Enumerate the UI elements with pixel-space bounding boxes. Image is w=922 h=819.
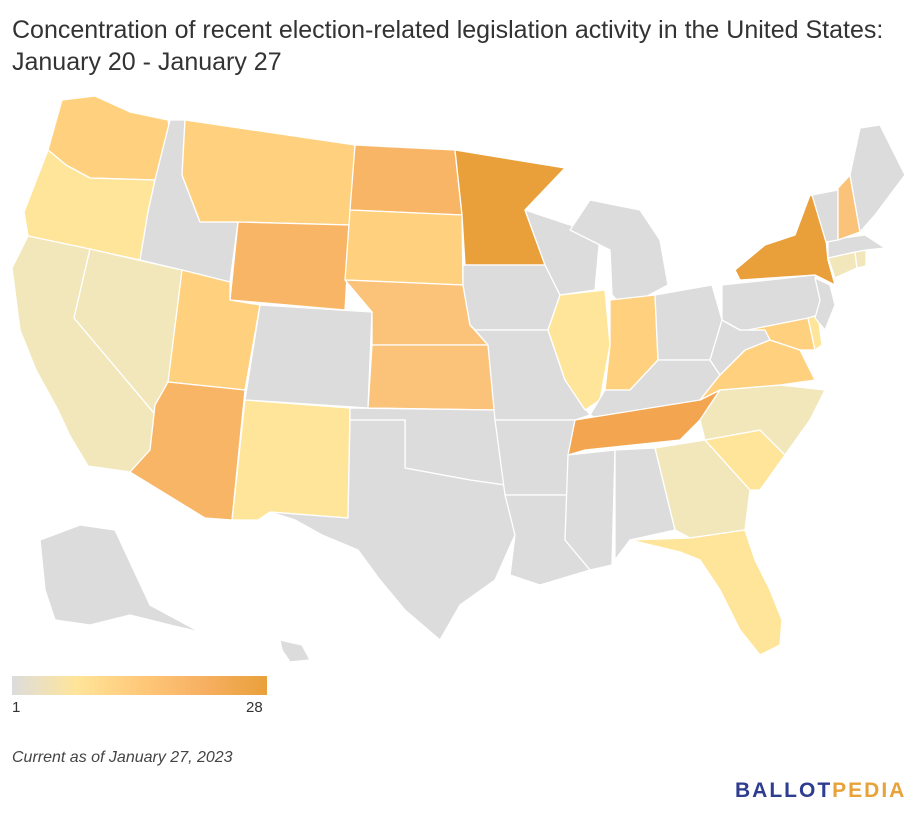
state-mississippi[interactable]: [564, 449, 616, 571]
state-iowa[interactable]: [462, 264, 561, 331]
state-kansas[interactable]: [367, 344, 496, 411]
state-texas[interactable]: [269, 419, 516, 641]
map-title: Concentration of recent election-related…: [12, 16, 884, 76]
state-south-dakota[interactable]: [344, 209, 464, 286]
legend-max-label: 28: [246, 699, 263, 716]
state-wyoming[interactable]: [229, 221, 351, 311]
logo-text-pedia: PEDIA: [832, 779, 907, 802]
state-hawaii[interactable]: [279, 639, 311, 663]
state-illinois[interactable]: [547, 289, 611, 411]
state-delaware[interactable]: [807, 314, 823, 351]
state-arkansas[interactable]: [494, 419, 576, 496]
legend-min-label: 1: [12, 699, 21, 716]
state-alaska[interactable]: [39, 524, 201, 633]
state-north-dakota[interactable]: [349, 144, 463, 216]
date-note: Current as of January 27, 2023: [12, 749, 233, 766]
logo-text-ballot: BALLOT: [735, 779, 833, 802]
state-alabama[interactable]: [614, 447, 676, 561]
state-ohio[interactable]: [654, 284, 723, 361]
state-rhode-island[interactable]: [854, 249, 867, 269]
state-new-mexico[interactable]: [231, 399, 351, 521]
ballotpedia-logo[interactable]: BALLOTPEDIA: [735, 779, 906, 803]
state-florida[interactable]: [629, 529, 783, 656]
state-arizona[interactable]: [129, 381, 246, 521]
state-massachusetts[interactable]: [827, 234, 886, 259]
states-layer: [11, 95, 906, 663]
state-colorado[interactable]: [244, 304, 373, 409]
state-new-jersey[interactable]: [814, 277, 836, 331]
state-montana[interactable]: [181, 119, 356, 226]
legend-color-bar: [12, 676, 267, 695]
state-maine[interactable]: [849, 124, 906, 233]
